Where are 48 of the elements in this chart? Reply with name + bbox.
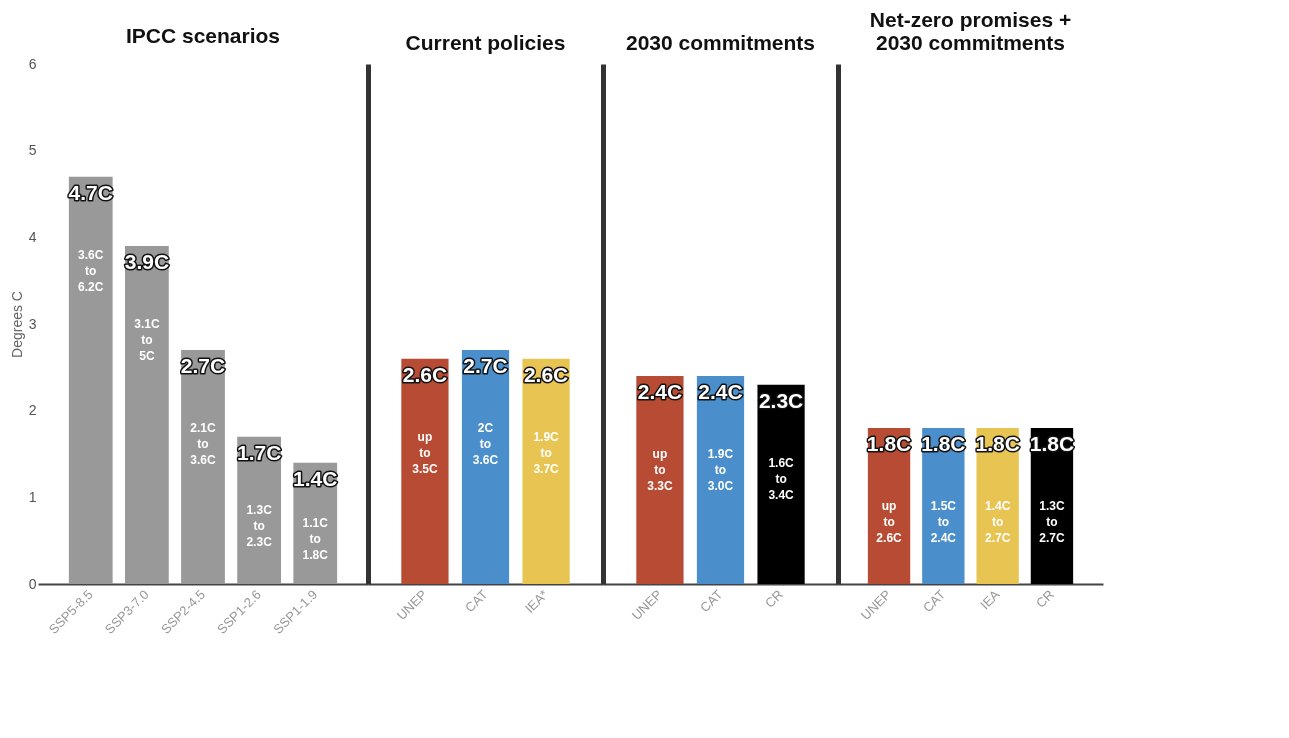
chart-title: Net-zero promises + 2030 commitments bbox=[869, 8, 1072, 54]
data-label: 3.9C bbox=[124, 250, 170, 273]
x-tick-label: CR bbox=[1033, 586, 1057, 611]
y-tick-label: 5 bbox=[28, 142, 37, 159]
annotation: 1.3C to 2.3C bbox=[246, 503, 273, 550]
annotation: 1.4C to 2.7C bbox=[984, 499, 1011, 545]
annotation: 3.1C to 5C bbox=[134, 317, 160, 363]
data-label: 2.6C bbox=[402, 362, 448, 386]
bar bbox=[181, 350, 225, 584]
y-tick-label: 2 bbox=[28, 402, 37, 419]
y-tick-label: 3 bbox=[28, 315, 37, 332]
annotation: up to 3.3C bbox=[647, 447, 673, 493]
annotation: up to 3.5C bbox=[412, 429, 438, 476]
chart-title: IPCC scenarios bbox=[125, 24, 281, 47]
y-tick-label: 6 bbox=[28, 55, 37, 72]
chart-title: 2030 commitments bbox=[625, 31, 816, 54]
x-tick-label: CAT bbox=[919, 586, 949, 616]
data-label: 2.6C bbox=[523, 362, 569, 386]
data-label: 1.7C bbox=[236, 440, 282, 464]
data-label: 2.4C bbox=[698, 380, 743, 403]
data-label: 2.7C bbox=[463, 354, 508, 377]
annotation: up to 2.6C bbox=[876, 499, 903, 545]
x-tick-label: CR bbox=[762, 586, 787, 611]
data-label: 2.3C bbox=[758, 388, 804, 412]
x-tick-label: CAT bbox=[462, 586, 491, 616]
x-tick-label: IEA bbox=[977, 586, 1003, 613]
data-label: 2.4C bbox=[637, 380, 683, 403]
annotation: 1.1C to 1.8C bbox=[302, 516, 329, 563]
y-tick-label: 1 bbox=[28, 488, 37, 505]
chart-title: Current policies bbox=[405, 31, 566, 54]
annotation: 2.1C to 3.6C bbox=[190, 421, 216, 467]
bar bbox=[124, 246, 169, 584]
data-label: 1.8C bbox=[975, 432, 1020, 455]
annotation: 3.6C to 6.2C bbox=[78, 247, 104, 294]
annotation: 1.5C to 2.4C bbox=[930, 499, 957, 545]
y-tick-label: 4 bbox=[28, 228, 37, 245]
data-label: 1.8C bbox=[921, 432, 966, 455]
annotation: 1.9C to 3.7C bbox=[533, 429, 560, 476]
annotation: 2C to 3.6C bbox=[472, 421, 499, 467]
annotation: 1.9C to 3.0C bbox=[707, 447, 734, 493]
annotation: 1.6C to 3.4C bbox=[768, 455, 795, 502]
y-tick-label: 0 bbox=[28, 575, 37, 592]
y-axis-title: Degrees C bbox=[8, 291, 25, 358]
data-label: 1.4C bbox=[293, 466, 338, 490]
annotation: 1.3C to 2.7C bbox=[1039, 499, 1065, 545]
x-tick-label: CAT bbox=[697, 586, 726, 616]
bar bbox=[68, 176, 113, 584]
data-label: 2.7C bbox=[180, 354, 226, 377]
